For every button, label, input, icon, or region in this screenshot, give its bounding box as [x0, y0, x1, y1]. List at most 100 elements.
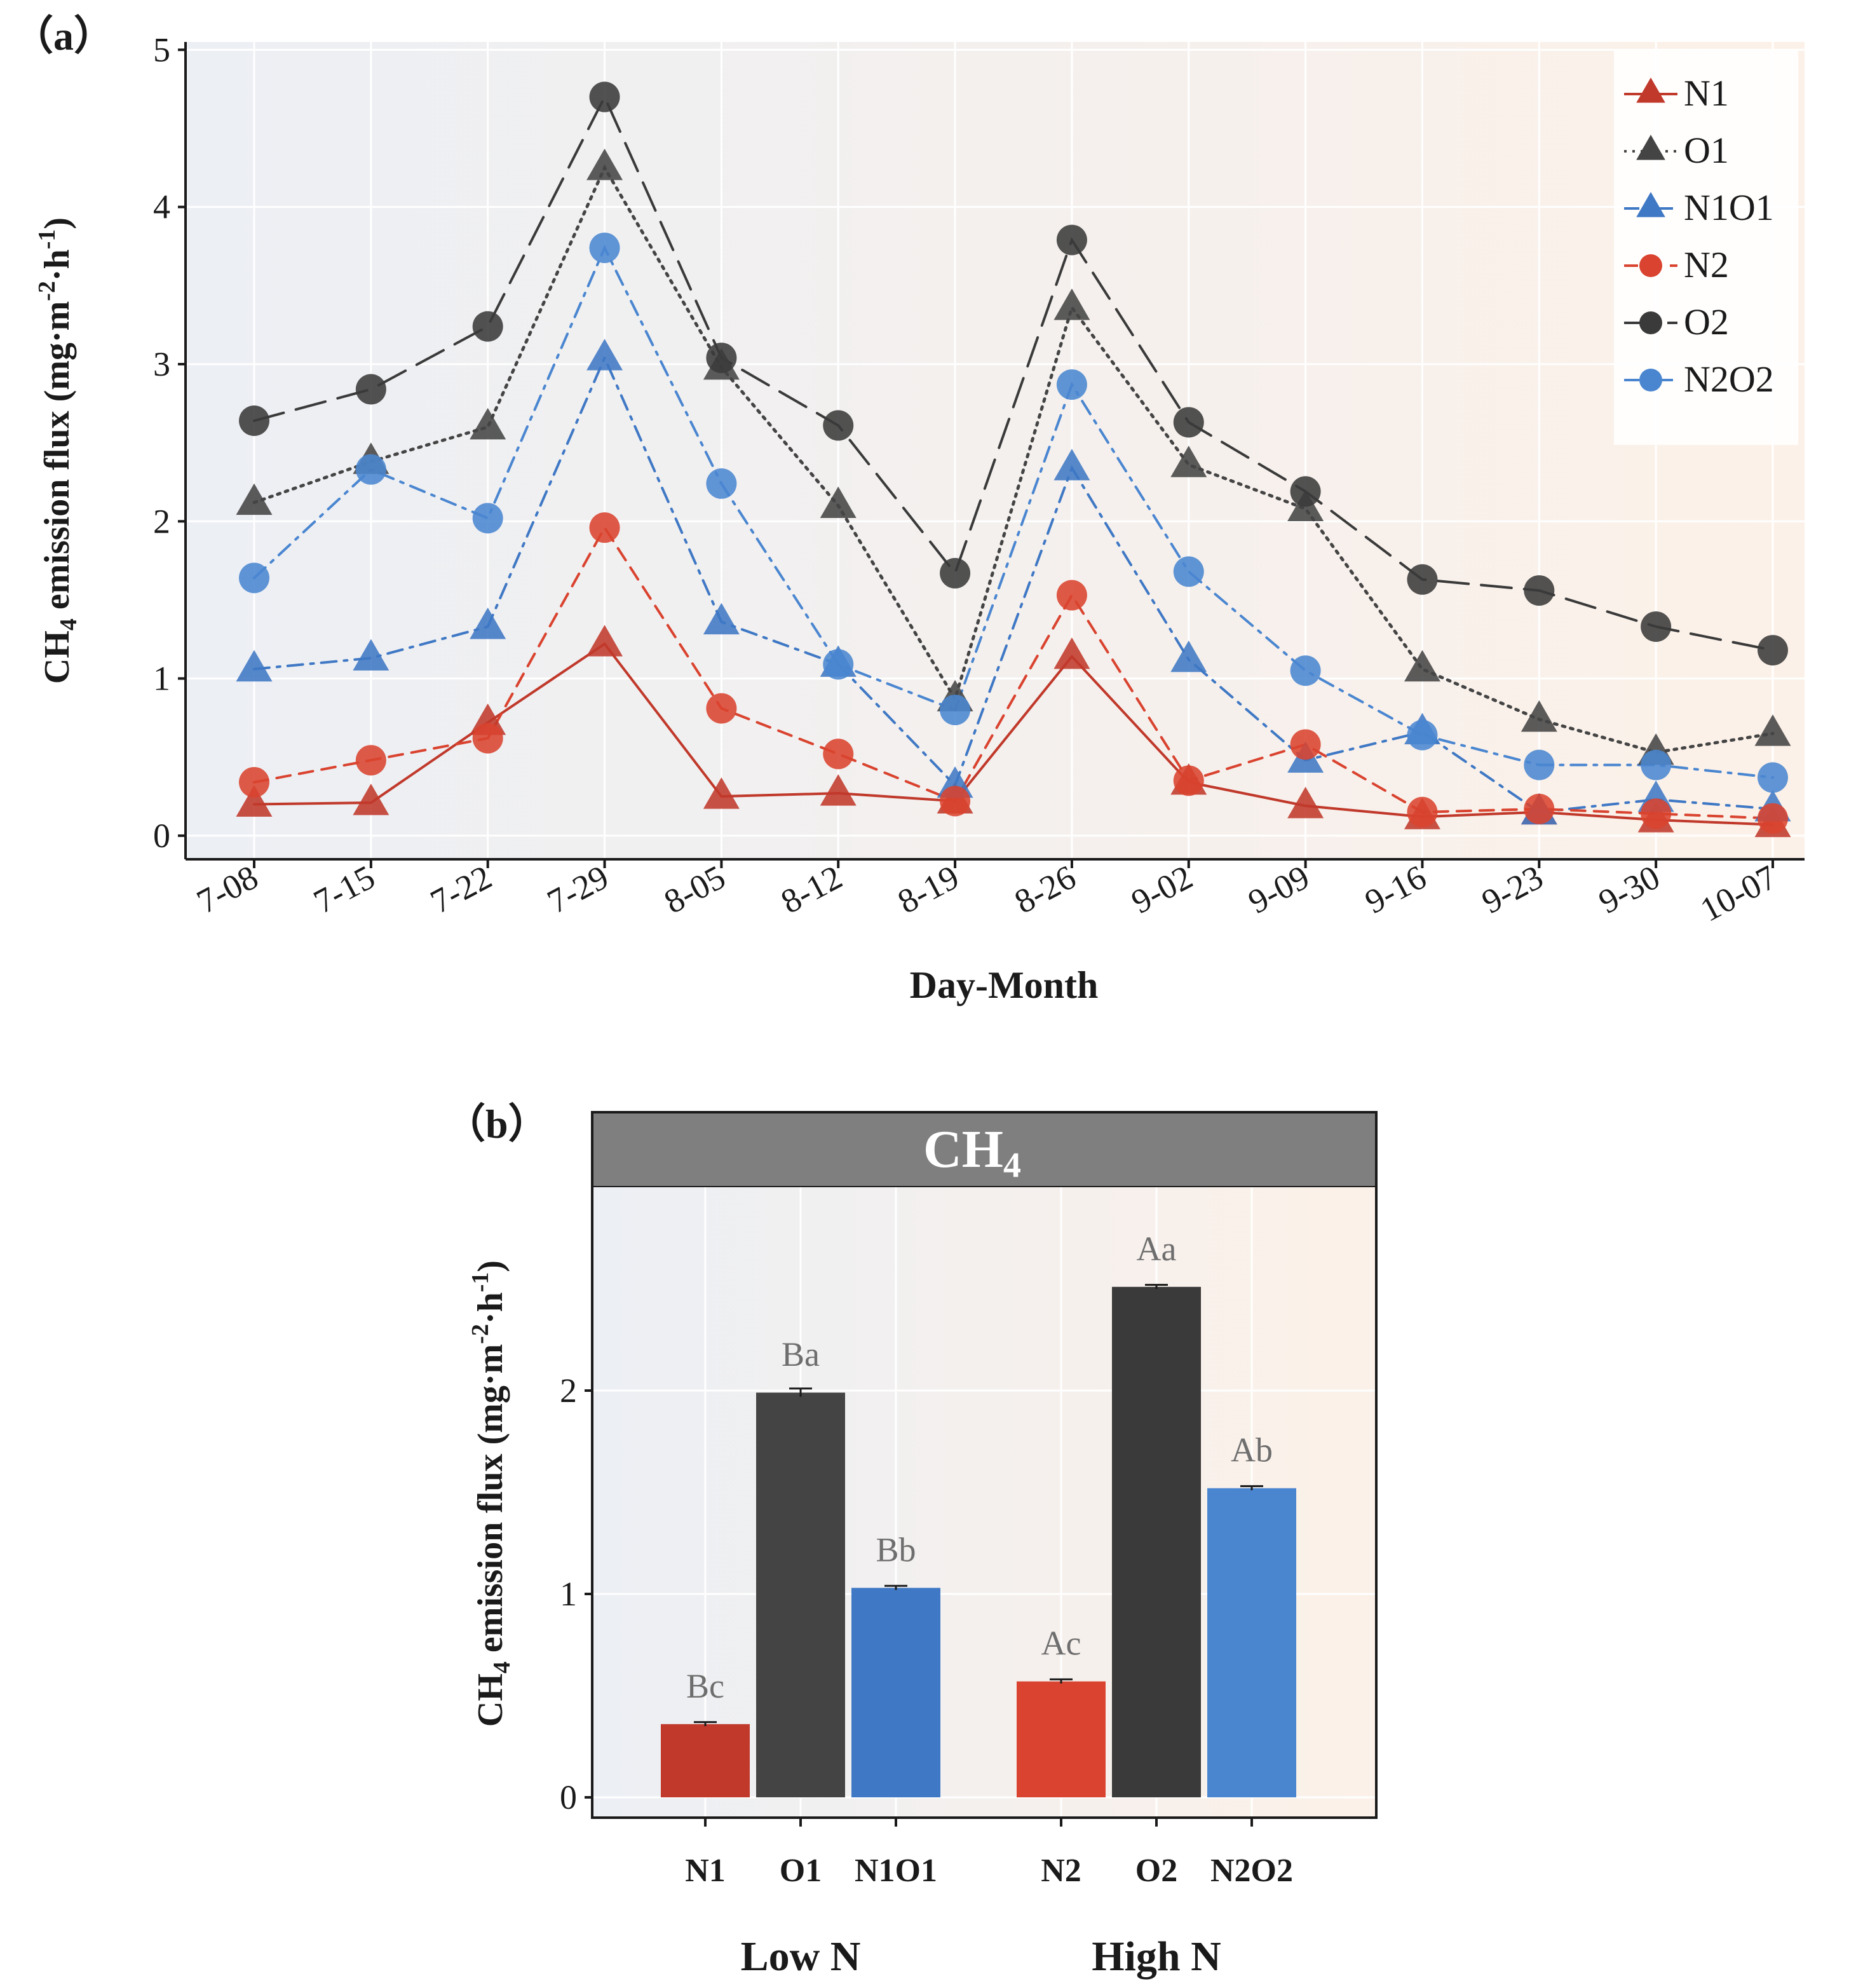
point-n2	[1173, 765, 1204, 796]
point-n2	[1056, 580, 1087, 611]
plot-area-a	[186, 42, 1805, 859]
point-n2o2	[355, 454, 386, 485]
point-n2	[355, 745, 386, 776]
point-n1o1	[703, 603, 740, 635]
series-line-n2o2	[253, 245, 1774, 779]
x-tick-label: O2	[1135, 1853, 1177, 1889]
point-n2	[1758, 803, 1788, 834]
significance-label-o2: Aa	[1137, 1230, 1177, 1268]
bar-n1	[661, 1724, 750, 1797]
point-o2	[239, 405, 269, 437]
point-n2	[1641, 798, 1672, 829]
point-o1	[1754, 714, 1791, 746]
point-n2o2	[1173, 556, 1204, 587]
legend-label-o1: O1	[1684, 130, 1729, 171]
series-line-o2	[253, 93, 1774, 652]
point-n2	[940, 786, 971, 817]
point-o1	[236, 483, 273, 515]
x-tick-label: N2O2	[1210, 1853, 1293, 1889]
point-n2o2	[239, 562, 269, 594]
point-n1o1	[470, 607, 506, 639]
point-n2o2	[589, 232, 620, 263]
point-o1	[1170, 446, 1207, 477]
point-n2o2	[940, 695, 971, 726]
point-n1	[353, 783, 390, 815]
point-o2	[706, 343, 737, 374]
point-n2	[589, 512, 620, 543]
y-axis-title-a: CH4 emission flux (mg·m-2·h-1)	[34, 217, 82, 684]
point-o2	[1758, 635, 1788, 666]
point-n2o2	[1407, 719, 1438, 751]
point-n1o1	[353, 639, 390, 671]
point-o1	[1404, 650, 1440, 682]
significance-label-n1: Bc	[686, 1667, 724, 1705]
point-n2	[239, 766, 269, 798]
legend-symbol-n1	[1636, 78, 1665, 103]
point-o2	[1173, 407, 1204, 438]
point-o2	[1056, 224, 1087, 255]
x-tick-label: N2	[1041, 1853, 1081, 1889]
x-axis-ticks-a: 7-08 7-15 7-22 7-29 8-05 8-12 8-19 8-26 9-02 9-09…	[191, 858, 1783, 929]
significance-label-n1o1: Bb	[876, 1530, 916, 1569]
strip-title: CH4	[923, 1120, 1021, 1185]
y-tick-label: 5	[153, 31, 170, 69]
series-line-n1o1	[253, 355, 1774, 814]
point-o1	[1053, 288, 1090, 320]
point-n2	[823, 739, 854, 770]
point-n2	[1290, 729, 1321, 760]
point-o2	[940, 557, 971, 589]
legend-symbol-n2o2	[1639, 369, 1662, 391]
point-n1	[1287, 786, 1324, 819]
y-axis-title-b: CH4 emission flux (mg·m-2·h-1)	[467, 1260, 515, 1727]
legend-symbol-o2	[1639, 311, 1662, 334]
point-o1	[1521, 700, 1557, 732]
legend-label-n1: N1	[1684, 72, 1729, 114]
y-tick-label: 0	[560, 1778, 577, 1816]
point-o2	[1524, 575, 1555, 606]
point-n1	[820, 774, 857, 806]
x-axis-ticks-b: N1 O1 N1O1 N2 O2 N2O2	[685, 1818, 1293, 1889]
y-tick-label: 4	[153, 188, 170, 226]
point-n1o1	[236, 650, 273, 682]
strip-header	[591, 1111, 1378, 1188]
point-n2o2	[1290, 655, 1321, 686]
bar-o2	[1112, 1286, 1201, 1797]
legend-symbol-n2	[1639, 254, 1662, 277]
point-n2	[1524, 793, 1555, 824]
point-n1o1	[1170, 640, 1207, 672]
legend-label-o2: O2	[1684, 301, 1729, 343]
legend-symbol-n1o1	[1636, 192, 1665, 217]
y-tick-label: 2	[153, 502, 170, 540]
point-n1	[703, 777, 740, 809]
bar-n2o2	[1207, 1488, 1296, 1797]
point-o2	[1407, 564, 1438, 595]
x-tick-label: N1O1	[855, 1853, 937, 1889]
significance-label-n2o2: Ab	[1231, 1431, 1273, 1469]
point-o2	[1641, 611, 1672, 642]
point-n2o2	[823, 649, 854, 680]
bars-layer: Bc Ba Bb Ac Aa Ab	[661, 1230, 1296, 1797]
point-n2o2	[1056, 369, 1087, 400]
point-n2o2	[1524, 749, 1555, 780]
point-o2	[589, 81, 620, 112]
point-o2	[1290, 476, 1321, 507]
point-n2	[1407, 796, 1438, 827]
y-tick-label: 1	[153, 660, 170, 698]
point-n1o1	[586, 339, 623, 371]
y-tick-label: 1	[560, 1575, 577, 1613]
point-n2o2	[472, 503, 503, 534]
x-tick-label: N1	[685, 1853, 726, 1889]
point-n1	[586, 625, 623, 657]
line-chart-panel: （a） 0 1 2 3 4 5 7-08 7-15 7-22 7-29 8-05 8-12 8-19 8…	[13, 13, 1805, 1006]
legend-label-n1o1: N1O1	[1684, 187, 1774, 228]
legend-symbol-o1	[1636, 135, 1665, 160]
x-tick-label: 10-07	[1694, 858, 1782, 929]
point-n2o2	[1641, 749, 1672, 780]
bar-n2	[1017, 1681, 1106, 1797]
y-axis-ticks-b: 0 1 2	[560, 1372, 592, 1816]
bar-o1	[756, 1392, 845, 1797]
x-tick-label: O1	[780, 1853, 822, 1889]
point-o1	[470, 407, 506, 440]
